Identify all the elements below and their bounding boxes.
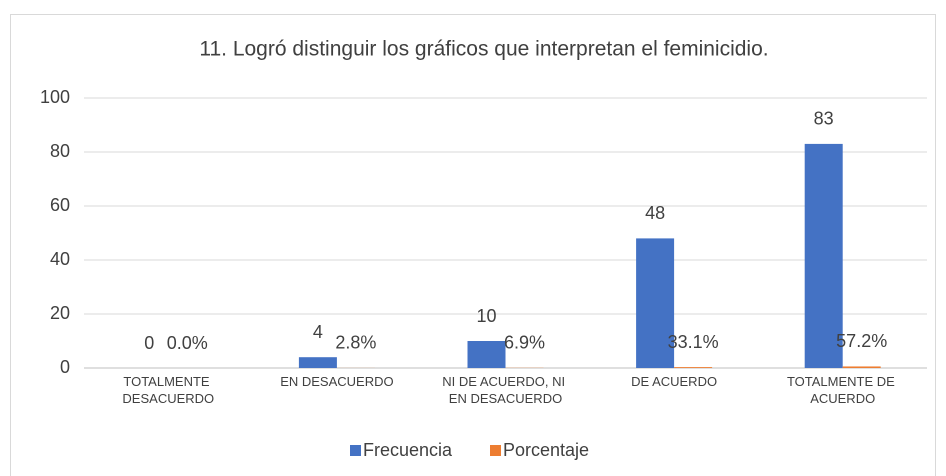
y-tick-label: 20 bbox=[50, 303, 70, 323]
data-label: 2.8% bbox=[335, 333, 376, 353]
data-label: 33.1% bbox=[668, 332, 719, 352]
data-label: 83 bbox=[814, 109, 834, 129]
bar bbox=[636, 238, 675, 368]
bar bbox=[467, 341, 506, 368]
data-label: 4 bbox=[313, 322, 323, 342]
y-tick-label: 40 bbox=[50, 249, 70, 269]
bar bbox=[804, 143, 843, 368]
x-tick-label: DE ACUERDO bbox=[631, 374, 717, 389]
data-label: 6.9% bbox=[504, 333, 545, 353]
bar bbox=[842, 366, 881, 368]
legend-label: Porcentaje bbox=[503, 440, 589, 460]
chart-title: 11. Logró distinguir los gráficos que in… bbox=[199, 38, 768, 61]
y-tick-label: 80 bbox=[50, 141, 70, 161]
data-label: 10 bbox=[476, 306, 496, 326]
data-label: 0.0% bbox=[167, 333, 208, 353]
x-tick-label: NI DE ACUERDO, NI EN DESACUERDO bbox=[442, 374, 568, 406]
legend-swatch bbox=[350, 445, 361, 456]
y-tick-label: 100 bbox=[40, 87, 70, 107]
chart-frame bbox=[10, 14, 936, 476]
x-tick-label: TOTALMENTE DE ACUERDO bbox=[787, 374, 898, 406]
data-label: 57.2% bbox=[836, 331, 887, 351]
bar bbox=[674, 367, 713, 368]
data-label: 48 bbox=[645, 203, 665, 223]
bar bbox=[298, 357, 337, 368]
y-tick-label: 0 bbox=[60, 357, 70, 377]
legend-swatch bbox=[490, 445, 501, 456]
legend-label: Frecuencia bbox=[363, 440, 453, 460]
data-label: 0 bbox=[144, 333, 154, 353]
x-tick-label: EN DESACUERDO bbox=[280, 374, 393, 389]
x-tick-label: TOTALMENTE DESACUERDO bbox=[122, 374, 214, 406]
y-tick-label: 60 bbox=[50, 195, 70, 215]
